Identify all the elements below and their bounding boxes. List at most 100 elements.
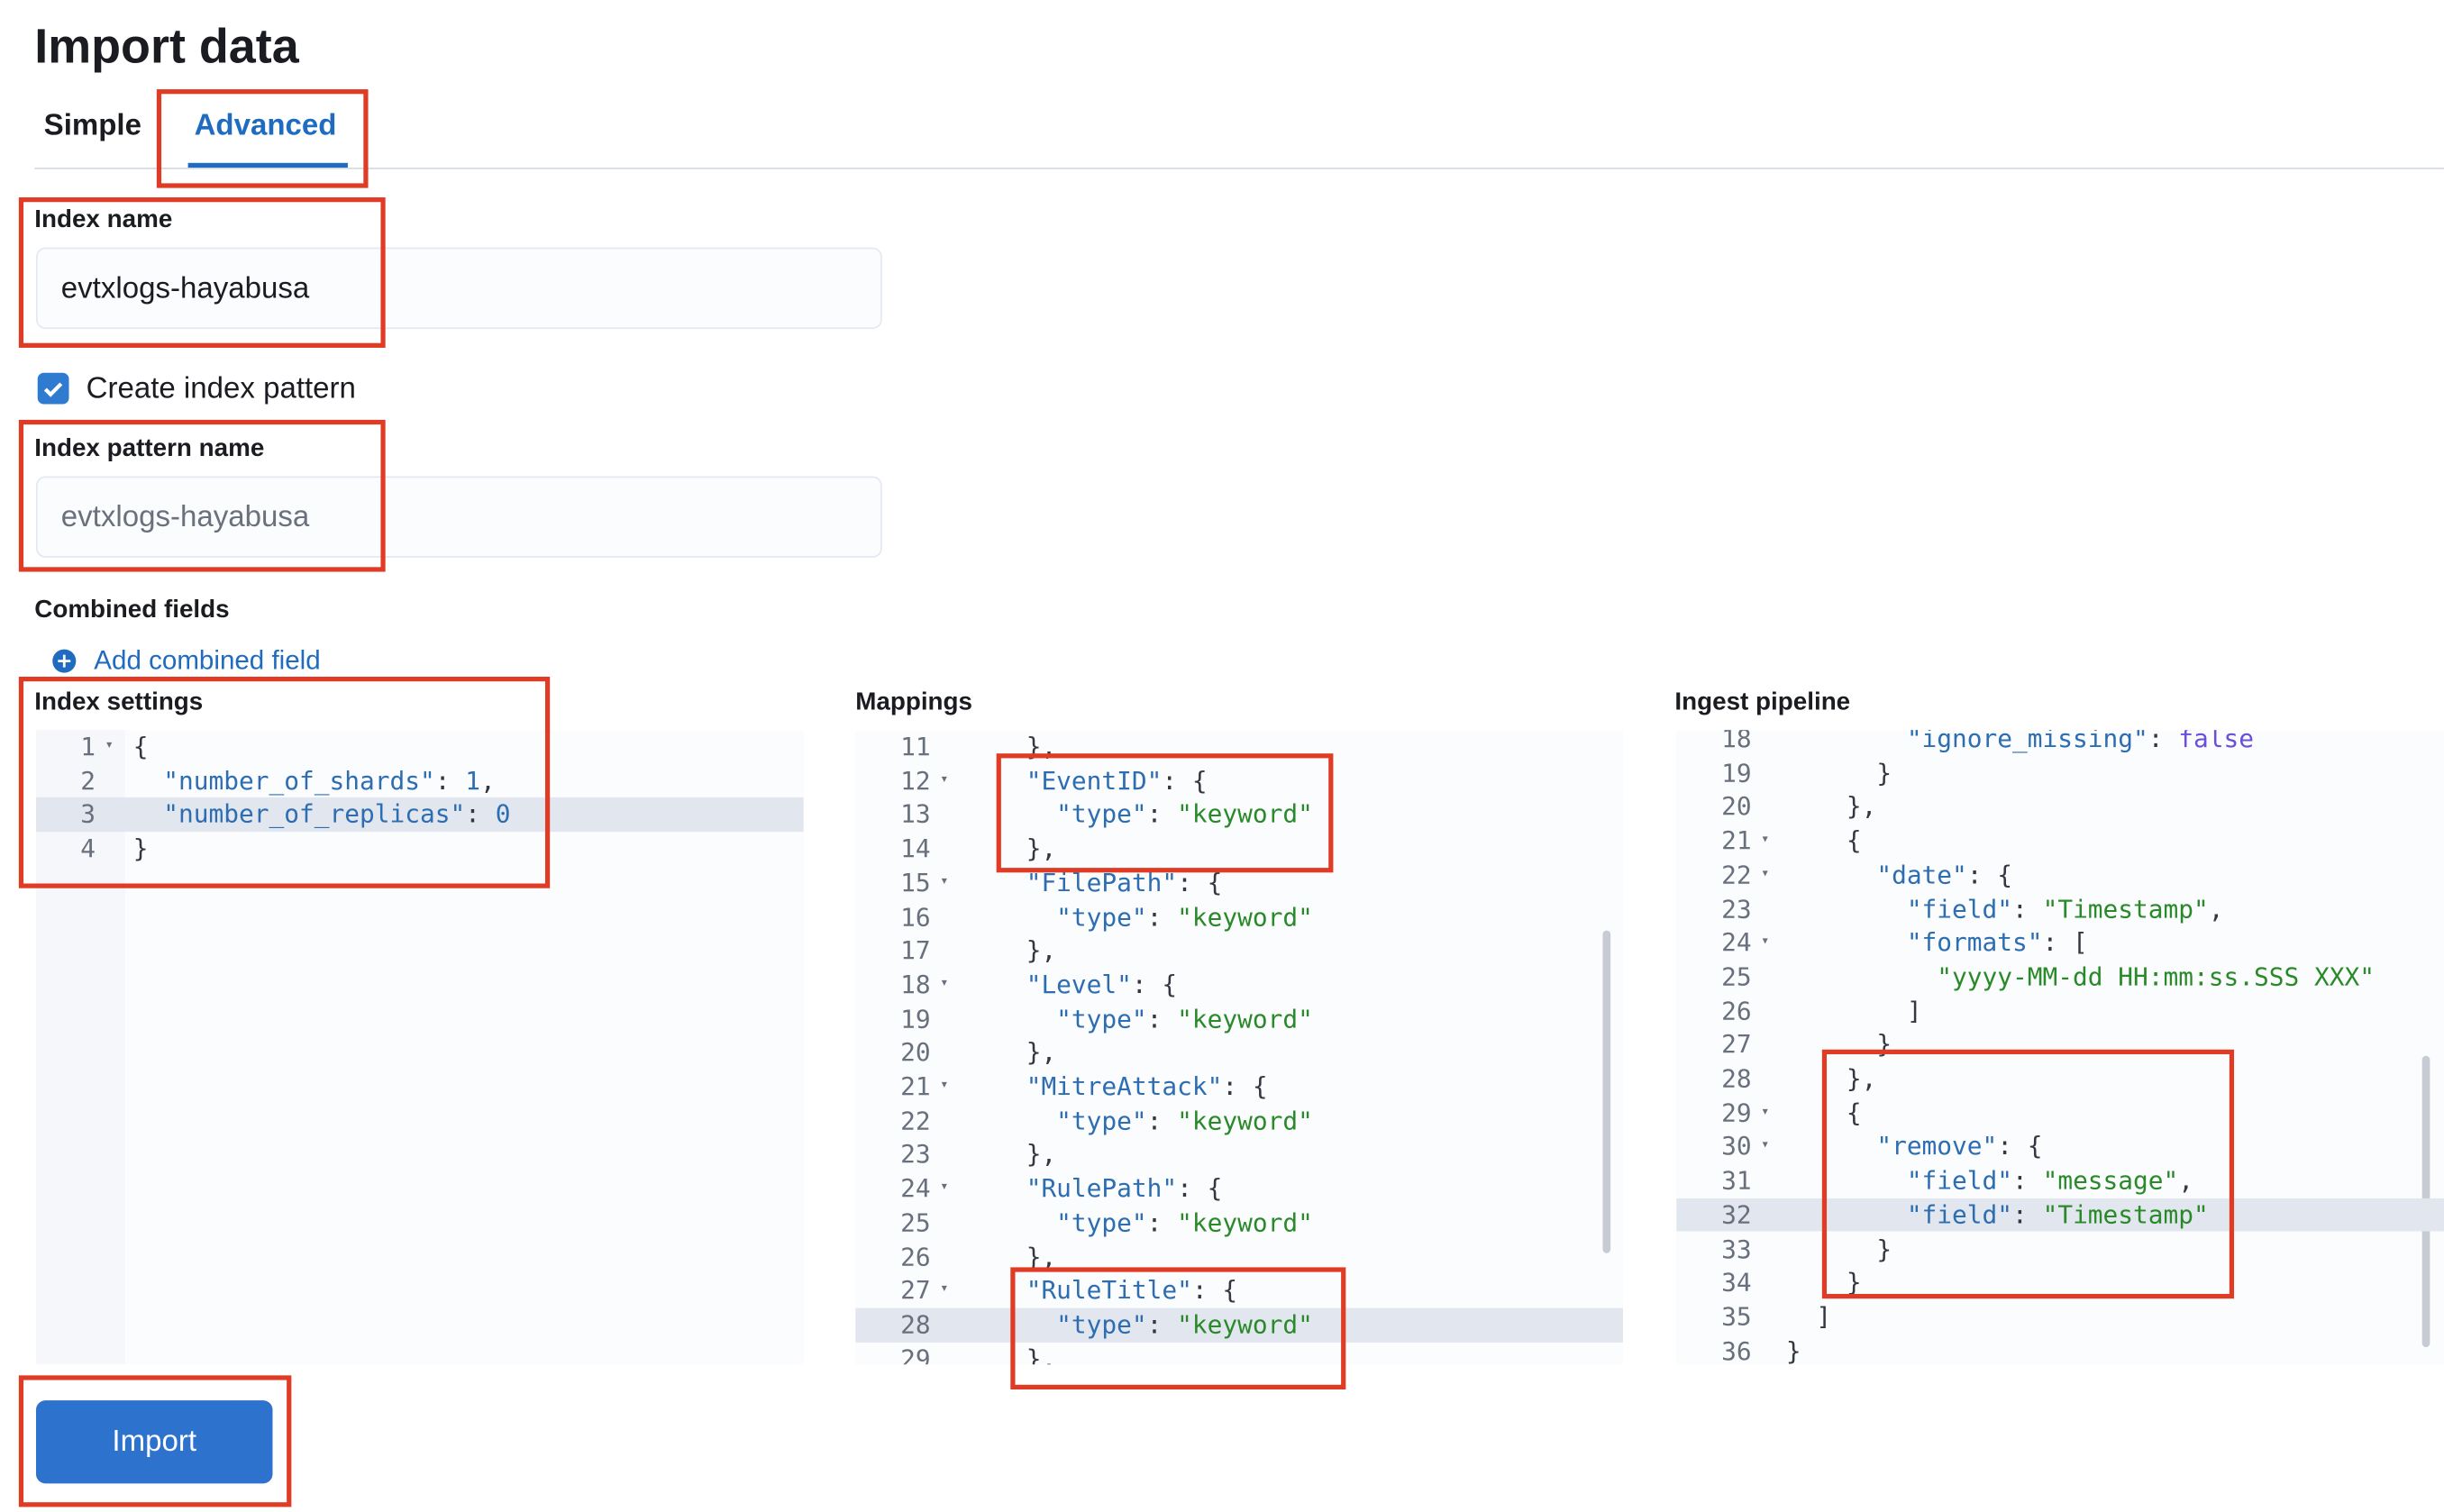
code-text: "field": "Timestamp" bbox=[1906, 1199, 2209, 1230]
code-text: "type": "keyword" bbox=[1056, 1003, 1313, 1034]
field-label: Index pattern name bbox=[34, 435, 265, 462]
line-number: 20 bbox=[900, 1037, 931, 1068]
code-text: "type": "keyword" bbox=[1056, 1309, 1313, 1340]
line-number: 30 bbox=[1721, 1131, 1752, 1161]
code-line: 21 ▾ { bbox=[1676, 824, 2444, 859]
line-number: 18 bbox=[900, 969, 931, 999]
line-number: 22 bbox=[900, 1105, 931, 1135]
section-label: Combined fields bbox=[34, 597, 230, 624]
code-line: 23 "field": "Timestamp", bbox=[1676, 892, 2444, 926]
fold-arrow: ▾ bbox=[1761, 832, 1770, 848]
line-number: 22 bbox=[1721, 860, 1752, 890]
line-number: 15 bbox=[900, 867, 931, 897]
code-editor[interactable]: 1 ▾{2 "number_of_shards": 1, 3 "number_of_… bbox=[35, 730, 804, 1365]
code-text: "RulePath": { bbox=[1026, 1173, 1223, 1204]
code-text: "number_of_shards": 1, bbox=[163, 765, 496, 796]
text-input[interactable]: evtxlogs-hayabusa bbox=[35, 476, 882, 558]
code-line: 31 "field": "message", bbox=[1676, 1164, 2444, 1198]
code-line: 20 }, bbox=[1676, 790, 2444, 824]
code-text: }, bbox=[1026, 833, 1057, 864]
fold-arrow: ▾ bbox=[1761, 1104, 1770, 1120]
tab[interactable]: Simple bbox=[43, 109, 142, 143]
code-editor[interactable]: 18 "ignore_missing": false 19 } 20 }, 21 ▾ {… bbox=[1676, 730, 2444, 1365]
highlight-box bbox=[156, 89, 369, 188]
line-number: 25 bbox=[900, 1207, 931, 1238]
code-text: "ignore_missing": false bbox=[1906, 730, 2255, 754]
code-line: 2 "number_of_shards": 1, bbox=[36, 764, 804, 798]
code-line: 26 ] bbox=[1676, 994, 2444, 1028]
line-number: 17 bbox=[900, 935, 931, 966]
highlight-box bbox=[18, 677, 551, 888]
fold-arrow: ▾ bbox=[1761, 934, 1770, 950]
tab[interactable]: Advanced bbox=[194, 109, 337, 143]
code-text: }, bbox=[1785, 1063, 1877, 1094]
code-text: "EventID": { bbox=[1026, 765, 1208, 796]
highlight-box bbox=[1821, 1049, 2235, 1299]
line-number: 11 bbox=[900, 731, 931, 761]
highlight-box bbox=[18, 197, 386, 348]
code-line: 14}, bbox=[855, 832, 1623, 866]
line-number: 21 bbox=[1721, 825, 1752, 856]
code-text: }, bbox=[1026, 1037, 1057, 1068]
check-icon bbox=[43, 382, 63, 397]
fold-arrow: ▾ bbox=[1761, 866, 1770, 882]
code-line: 30 ▾ "remove": { bbox=[1676, 1130, 2444, 1164]
code-text: ] bbox=[1785, 1301, 1832, 1332]
fold-arrow: ▾ bbox=[105, 737, 114, 754]
code-line: 28 }, bbox=[1676, 1062, 2444, 1097]
code-editor[interactable]: 11}, 12 ▾ "EventID": {13 "type": "keyword" 1… bbox=[855, 730, 1624, 1365]
code-text: "type": "keyword" bbox=[1056, 1105, 1313, 1135]
code-text: { bbox=[1785, 1098, 1862, 1128]
code-line: 13 "type": "keyword" bbox=[855, 798, 1623, 833]
code-text: "formats": [ bbox=[1906, 927, 2088, 958]
code-text: } bbox=[1785, 757, 1892, 788]
code-text: }, bbox=[1026, 1241, 1057, 1271]
import-button[interactable]: Import bbox=[35, 1400, 273, 1484]
line-number: 34 bbox=[1721, 1267, 1752, 1298]
gutter bbox=[35, 730, 126, 1365]
line-number: 14 bbox=[900, 833, 931, 864]
code-line: 32 "field": "Timestamp" bbox=[1676, 1198, 2444, 1233]
line-number: 27 bbox=[900, 1275, 931, 1306]
code-text: "Level": { bbox=[1026, 969, 1178, 999]
line-number: 29 bbox=[1721, 1098, 1752, 1128]
code-line: 29}, bbox=[855, 1342, 1623, 1364]
checkbox-label: Create index pattern bbox=[86, 372, 356, 406]
code-text: "MitreAttack": { bbox=[1026, 1071, 1268, 1102]
editor-label: Ingest pipeline bbox=[1674, 688, 1851, 716]
code-text: "type": "keyword" bbox=[1056, 1207, 1313, 1238]
add-link[interactable]: Add combined field bbox=[94, 645, 321, 676]
line-number: 27 bbox=[1721, 1029, 1752, 1060]
code-line: 27 ▾ "RuleTitle": { bbox=[855, 1274, 1623, 1308]
code-line: 1 ▾ { bbox=[36, 730, 804, 764]
fold-arrow: ▾ bbox=[940, 1281, 949, 1298]
line-number: 24 bbox=[1721, 927, 1752, 958]
code-text: "RuleTitle": { bbox=[1026, 1275, 1238, 1306]
tab-divider bbox=[34, 168, 2444, 169]
line-number: 26 bbox=[900, 1241, 931, 1271]
line-number: 23 bbox=[900, 1139, 931, 1170]
add-icon bbox=[52, 649, 77, 673]
text-input[interactable]: evtxlogs-hayabusa bbox=[35, 247, 882, 330]
code-text: }, bbox=[1026, 935, 1057, 966]
code-line: 21 ▾ "MitreAttack": { bbox=[855, 1070, 1623, 1104]
line-number: 28 bbox=[900, 1309, 931, 1340]
code-line: 34 } bbox=[1676, 1266, 2444, 1300]
code-text: } bbox=[1785, 1267, 1862, 1298]
line-number: 3 bbox=[80, 799, 96, 830]
line-number: 2 bbox=[80, 765, 96, 796]
code-text: "number_of_replicas": 0 bbox=[163, 799, 511, 830]
line-number: 12 bbox=[900, 765, 931, 796]
line-number: 33 bbox=[1721, 1234, 1752, 1264]
line-number: 23 bbox=[1721, 893, 1752, 924]
checkbox[interactable] bbox=[37, 372, 69, 405]
code-line: 16 "type": "keyword" bbox=[855, 900, 1623, 934]
code-line: 20}, bbox=[855, 1036, 1623, 1070]
code-line: 29 ▾ { bbox=[1676, 1096, 2444, 1130]
line-number: 18 bbox=[1721, 730, 1752, 754]
code-text: "type": "keyword" bbox=[1056, 901, 1313, 932]
fold-arrow: ▾ bbox=[940, 1078, 949, 1094]
code-line: 33 } bbox=[1676, 1232, 2444, 1266]
code-text: "date": { bbox=[1876, 860, 2013, 890]
fold-arrow: ▾ bbox=[940, 873, 949, 890]
